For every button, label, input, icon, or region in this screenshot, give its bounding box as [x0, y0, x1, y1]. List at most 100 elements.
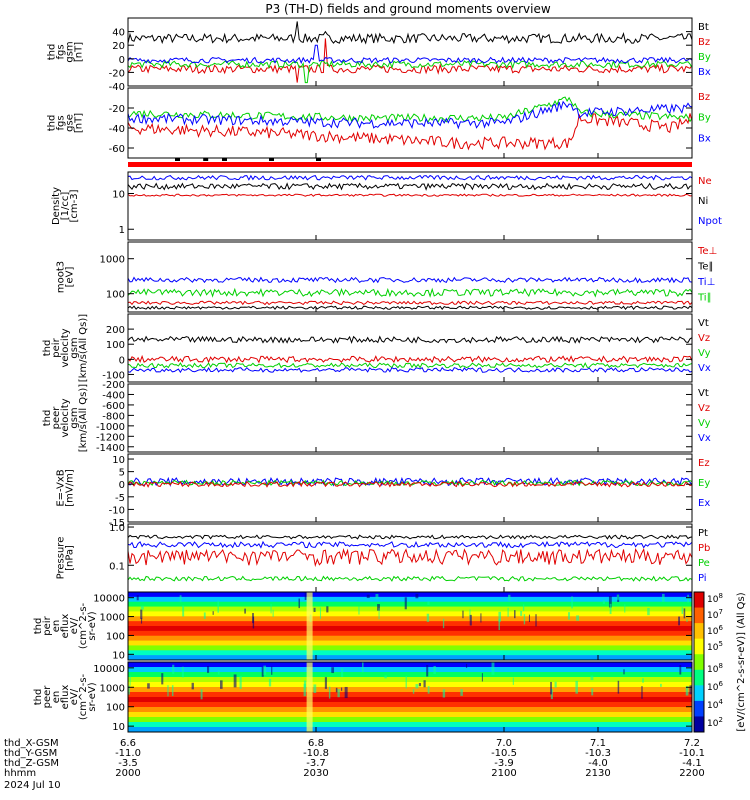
spectrogram-band: [128, 621, 692, 627]
series-line-red: [127, 547, 693, 568]
spectrogram-cell: [616, 594, 620, 600]
spectrogram-cell: [270, 603, 272, 614]
spectrogram-band: [128, 702, 692, 708]
x-axis-value: 7.1: [590, 738, 606, 749]
spectrogram-cell: [324, 677, 327, 689]
colorbar-segment: [694, 700, 704, 717]
spectrogram-cell: [384, 675, 387, 679]
y-tick-label: -10: [109, 505, 125, 516]
spectrogram-cell: [624, 604, 626, 613]
spectrogram-cell: [203, 612, 206, 619]
colorbar-segment: [694, 638, 704, 655]
y-tick-label: 10000: [93, 664, 125, 675]
y-axis-label-line: peer: [51, 406, 62, 430]
series-line-blue: [127, 100, 693, 130]
spectrogram-cell: [377, 604, 380, 611]
y-axis-label: Density[1/cc][cm-3]: [51, 187, 80, 225]
spectrogram-cell: [263, 665, 267, 675]
spectrogram-cell: [689, 685, 693, 695]
legend-entry: Te∥: [697, 262, 714, 273]
y-tick-label: -40: [109, 124, 125, 135]
x-axis-row-label: hhmm: [4, 768, 36, 779]
spectrogram-cell: [507, 607, 509, 617]
x-axis-value: -3.7: [306, 758, 326, 769]
spectrogram-cell: [181, 666, 184, 678]
series-line-blue: [127, 276, 693, 284]
y-axis-label-line: Pressure: [56, 537, 67, 580]
spectrogram-cell: [337, 689, 340, 698]
spectrogram-cell: [442, 689, 446, 698]
y-tick-label: -20: [109, 104, 125, 115]
legend-entry: Pi: [698, 573, 707, 584]
y-axis-label-line: gsm: [69, 407, 80, 428]
colorbar: 108 107 106 105 108 106 104 102 [eV/(cm^2-s-sr-e…: [693, 591, 747, 733]
spectrogram-cell: [681, 607, 684, 614]
x-axis-value: -4.0: [588, 758, 608, 769]
panel-peer-en-eflux: 10000 1000 100 10 thdpeerenefluxeV/(cm^2-s-s…: [33, 661, 693, 733]
spectrogram-cell: [328, 686, 331, 699]
y-tick-label: -20: [109, 68, 125, 79]
series-line-red: [127, 193, 693, 197]
spectrogram-cell: [268, 678, 272, 687]
y-tick-label: -1200: [96, 432, 125, 443]
legend-entry: Vy: [698, 348, 711, 359]
legend-entry: Bx: [698, 133, 711, 144]
y-axis-label-line: (cm^2-s-: [78, 673, 89, 720]
panel-moments: 1000 100 moot3[eV] Te⊥ Te∥ Ti⊥ Ti∥: [56, 241, 717, 313]
series-line-blue: [127, 366, 693, 374]
series-line-red: [127, 354, 693, 364]
y-axis-label-line: peir: [51, 337, 62, 357]
legend-entry: Ex: [698, 498, 710, 509]
y-tick-label: 5: [119, 468, 125, 479]
spectrogram-cell: [313, 684, 317, 693]
spectrogram-cell: [469, 614, 472, 626]
y-axis-label: thdpeerenefluxeV/(cm^2-s-sr-eV): [33, 673, 98, 720]
legend-entry: Vx: [698, 363, 711, 374]
y-tick-label: 100: [106, 340, 125, 351]
x-axis-value: -10.8: [303, 748, 329, 759]
panel-frame: [127, 453, 693, 523]
spectrogram-cell: [426, 664, 429, 677]
spectrogram-cell: [678, 616, 681, 626]
y-axis-label-line: [nPa]: [65, 545, 76, 571]
spectrogram-cell: [498, 618, 500, 631]
x-axis-value: 2130: [585, 768, 610, 779]
colorbar-segment: [694, 654, 704, 671]
y-axis-label-line: gsm: [69, 337, 80, 358]
x-axis-row-label: thd_X-GSM: [4, 738, 59, 749]
colorbar-tick-label: 106: [707, 680, 723, 693]
spectrogram-cell: [378, 608, 380, 620]
spectrogram-cell: [179, 595, 182, 603]
y-tick-label: -400: [102, 390, 125, 401]
legend-entry: Vz: [698, 333, 710, 344]
y-tick-label: 1.0: [109, 523, 125, 534]
spectrogram-band: [128, 655, 692, 661]
mode-flag: [316, 158, 321, 161]
spectrogram-cell: [609, 603, 612, 615]
spectrogram-cell: [520, 610, 523, 616]
y-axis-label-line: sr-eV): [87, 611, 98, 640]
legend-entry: Vz: [698, 403, 710, 414]
spectrogram-cell: [341, 668, 344, 678]
y-axis-label-line: [km/s(All Qs)]: [78, 314, 89, 382]
series-line-black: [127, 305, 693, 311]
panel-frame: [127, 171, 693, 241]
y-axis-label-line: velocity: [60, 328, 71, 367]
panel-frame: [127, 661, 693, 733]
legend-entry: Ne: [698, 176, 712, 187]
y-tick-label: 10000: [93, 594, 125, 605]
y-axis-label-line: gsm: [65, 41, 76, 62]
y-axis-label-line: [eV]: [65, 267, 76, 288]
colorbar-segment: [694, 592, 704, 609]
x-axis-row-label: thd_Z-GSM: [4, 758, 59, 769]
colorbar-tick-label: 104: [707, 698, 723, 711]
y-axis-label-line: eflux: [60, 685, 71, 710]
y-tick-label: 100: [106, 290, 125, 301]
spectrogram-cell: [244, 608, 246, 614]
y-tick-label: -1400: [96, 443, 125, 454]
panel-peir-en-eflux: 10000 1000 100 10 thdpeirenefluxeV/(cm^2-s-s…: [33, 591, 693, 661]
spectrogram-band: [128, 592, 692, 598]
spectrogram-cell: [233, 674, 237, 688]
y-axis-label-line: eflux: [60, 614, 71, 639]
spectrogram-cell: [366, 594, 370, 599]
